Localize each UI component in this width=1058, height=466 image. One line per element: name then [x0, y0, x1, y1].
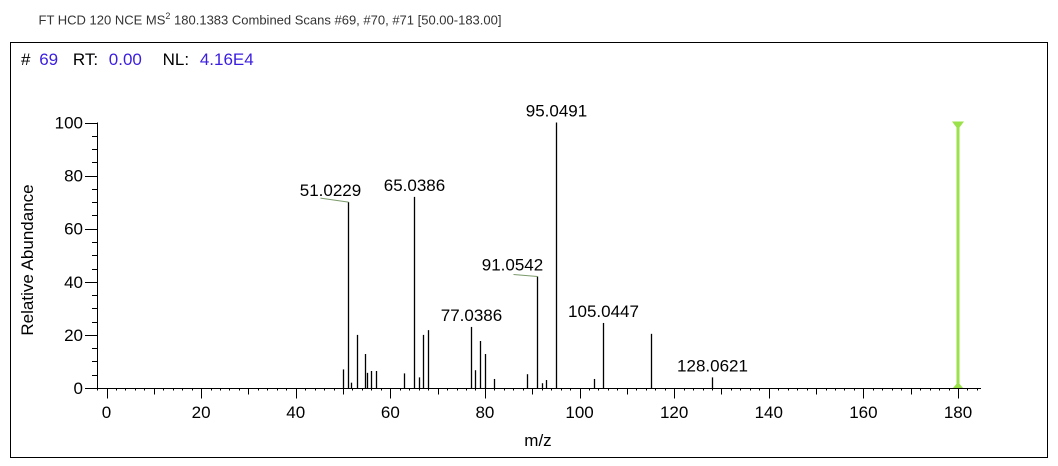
title-text: FT HCD 120 NCE MS	[38, 12, 166, 28]
peak-label: 105.0447	[568, 302, 639, 321]
nl-value: 4.16E4	[200, 50, 254, 69]
rt-value: 0.00	[109, 50, 142, 69]
y-axis-label: Relative Abundance	[18, 184, 37, 335]
peak-label: 65.0386	[384, 176, 445, 195]
y-tick-label: 40	[64, 273, 83, 292]
x-tick-label: 0	[102, 403, 111, 422]
peak-label: 77.0386	[441, 306, 502, 325]
plot-frame	[10, 42, 1048, 458]
x-tick-label: 100	[565, 403, 593, 422]
peak-label: 91.0542	[482, 255, 543, 274]
x-tick-label: 180	[944, 403, 972, 422]
precursor-marker-bottom-triangle	[953, 382, 963, 388]
x-tick-label: 160	[849, 403, 877, 422]
x-tick-label: 20	[192, 403, 211, 422]
peak-label: 51.0229	[300, 181, 361, 200]
nl-label: NL:	[163, 50, 189, 69]
y-tick-label: 20	[64, 326, 83, 345]
x-tick-label: 60	[381, 403, 400, 422]
rt-label: RT:	[73, 50, 98, 69]
x-axis-label: m/z	[524, 431, 551, 450]
y-tick-label: 100	[55, 114, 83, 133]
x-tick-label: 140	[755, 403, 783, 422]
scan-number: 69	[39, 50, 58, 69]
x-tick-label: 120	[660, 403, 688, 422]
x-tick-label: 40	[286, 403, 305, 422]
label-leader-line	[320, 197, 349, 203]
y-tick-label: 0	[74, 379, 83, 398]
spectrum-title: FT HCD 120 NCE MS2 180.1383 Combined Sca…	[0, 11, 540, 27]
y-tick-label: 80	[64, 167, 83, 186]
peak-label: 95.0491	[526, 102, 587, 121]
peak-label: 128.0621	[677, 356, 748, 375]
precursor-marker-top-triangle	[952, 121, 964, 130]
scan-info: # 69 RT: 0.00 NL: 4.16E4	[21, 50, 254, 69]
label-leader-line	[513, 273, 538, 277]
scan-hash: #	[21, 50, 31, 69]
x-tick-label: 80	[475, 403, 494, 422]
title-superscript: 2	[165, 11, 171, 21]
y-tick-label: 60	[64, 220, 83, 239]
title-text-suffix: 180.1383 Combined Scans #69, #70, #71 [5…	[170, 12, 502, 28]
